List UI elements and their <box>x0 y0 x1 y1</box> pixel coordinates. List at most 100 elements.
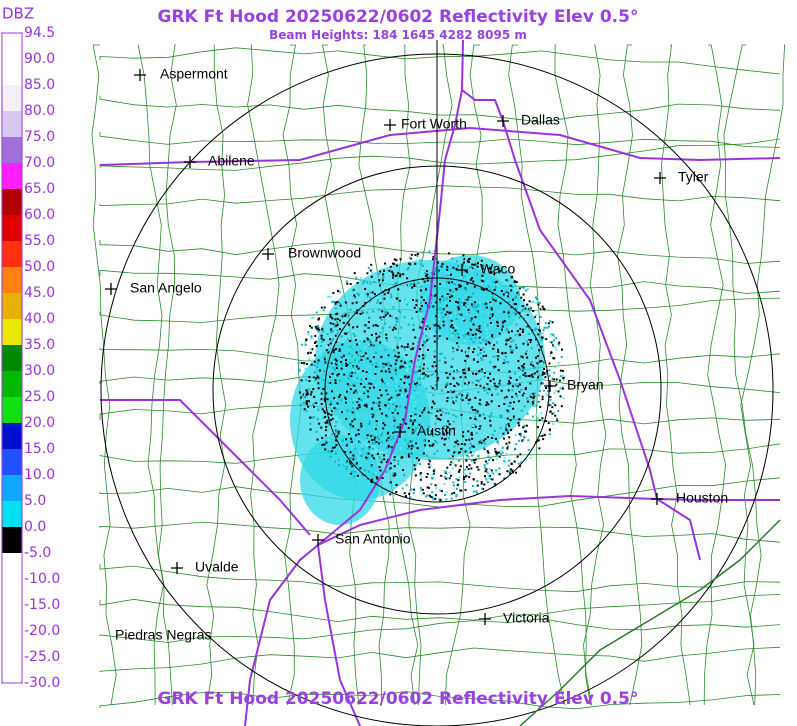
echo-pixel <box>451 357 454 360</box>
echo-pixel <box>529 307 532 310</box>
echo-pixel <box>486 306 488 309</box>
echo-pixel <box>327 344 330 347</box>
color-bar-label: 80.0 <box>24 103 55 119</box>
echo-pixel <box>329 433 332 436</box>
echo-pixel <box>343 366 346 369</box>
echo-pixel <box>419 298 422 301</box>
echo-pixel <box>429 305 432 308</box>
echo-pixel <box>528 300 531 303</box>
echo-pixel <box>327 381 330 384</box>
echo-pixel <box>380 461 383 464</box>
echo-pixel <box>318 328 321 331</box>
echo-pixel <box>418 459 420 462</box>
echo-pixel <box>386 393 389 396</box>
echo-pixel <box>366 434 369 437</box>
echo-pixel <box>311 359 314 362</box>
echo-pixel <box>336 329 339 332</box>
echo-pixel <box>390 376 393 379</box>
echo-pixel <box>560 405 563 408</box>
echo-pixel <box>421 488 424 491</box>
echo-pixel <box>349 283 352 286</box>
echo-pixel <box>314 433 317 436</box>
echo-pixel <box>535 356 538 359</box>
echo-pixel <box>427 440 430 442</box>
color-bar-label: 60.0 <box>24 207 55 223</box>
echo-pixel <box>519 327 522 330</box>
echo-pixel <box>424 495 427 498</box>
echo-pixel <box>371 462 374 465</box>
echo-pixel <box>465 333 468 335</box>
echo-pixel <box>507 389 510 392</box>
color-bar-label: 45.0 <box>24 285 55 301</box>
echo-pixel <box>381 477 384 480</box>
echo-pixel <box>520 296 523 299</box>
echo-pixel <box>408 365 411 368</box>
echo-pixel <box>462 415 465 418</box>
echo-pixel <box>395 359 398 362</box>
echo-pixel <box>512 418 515 421</box>
echo-pixel <box>411 380 414 383</box>
echo-pixel <box>522 426 525 429</box>
echo-pixel <box>471 277 473 280</box>
echo-pixel <box>510 351 513 354</box>
echo-pixel <box>392 494 395 497</box>
echo-pixel <box>455 415 458 418</box>
echo-pixel <box>493 267 496 270</box>
echo-pixel <box>529 456 532 459</box>
echo-pixel <box>349 295 352 298</box>
echo-pixel <box>361 448 364 451</box>
place-label: Victoria <box>503 610 550 626</box>
echo-pixel <box>505 279 508 282</box>
echo-pixel <box>360 425 363 428</box>
echo-pixel <box>337 459 340 462</box>
echo-pixel <box>498 455 501 458</box>
echo-pixel <box>369 269 372 272</box>
echo-pixel <box>306 393 309 396</box>
echo-pixel <box>503 403 506 405</box>
echo-pixel <box>534 327 537 330</box>
echo-pixel <box>425 335 428 337</box>
echo-pixel <box>365 405 368 408</box>
echo-pixel <box>493 273 496 276</box>
echo-pixel <box>521 453 524 456</box>
echo-pixel <box>537 376 539 379</box>
echo-pixel <box>424 428 427 431</box>
echo-pixel <box>379 346 382 349</box>
echo-pixel <box>464 382 466 385</box>
echo-pixel <box>485 343 488 346</box>
echo-pixel <box>379 316 382 319</box>
place-marker <box>654 172 666 184</box>
echo-pixel <box>403 316 406 319</box>
echo-pixel <box>417 282 420 284</box>
echo-pixel <box>471 263 474 266</box>
echo-pixel <box>399 378 402 381</box>
echo-pixel <box>487 473 490 475</box>
echo-pixel <box>450 356 453 359</box>
echo-pixel <box>486 471 489 474</box>
echo-pixel <box>548 404 551 407</box>
echo-pixel <box>489 289 492 292</box>
echo-pixel <box>371 271 374 274</box>
echo-pixel <box>376 452 379 455</box>
echo-pixel <box>494 365 497 368</box>
echo-pixel <box>351 368 354 371</box>
echo-pixel <box>448 423 451 426</box>
echo-pixel <box>300 379 303 382</box>
echo-pixel <box>512 385 514 388</box>
echo-pixel <box>354 457 357 460</box>
echo-pixel <box>500 389 503 392</box>
echo-pixel <box>360 445 363 447</box>
echo-pixel <box>499 384 502 387</box>
echo-pixel <box>314 354 316 357</box>
echo-pixel <box>484 304 487 307</box>
place-label: San Angelo <box>130 280 202 296</box>
echo-pixel <box>382 316 385 318</box>
echo-pixel <box>342 321 345 324</box>
echo-pixel <box>422 409 425 412</box>
echo-pixel <box>467 355 470 358</box>
color-bar-segment <box>2 293 22 319</box>
echo-pixel <box>413 464 416 467</box>
echo-pixel <box>535 414 538 417</box>
echo-pixel <box>489 317 492 320</box>
echo-pixel <box>562 377 565 380</box>
